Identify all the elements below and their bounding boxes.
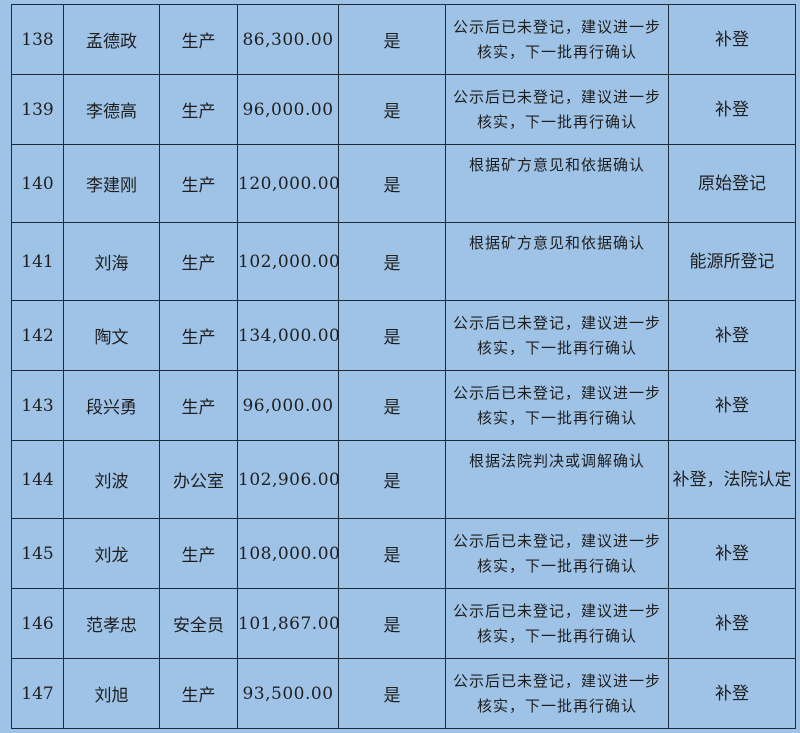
department-cell: 生产 [159,144,238,223]
department-cell: 生产 [159,370,238,441]
row-number-cell: 143 [11,370,64,441]
amount-cell: 134,000.00 [237,300,340,371]
row-number-cell: 147 [11,658,64,729]
note-cell: 根据法院判决或调解确认 [445,440,669,519]
note-cell: 公示后已未登记，建议进一步核实，下一批再行确认 [445,588,669,659]
confirmed-flag-cell: 是 [338,144,446,223]
note-cell: 公示后已未登记，建议进一步核实，下一批再行确认 [445,370,669,441]
person-name-cell: 刘波 [63,440,160,519]
department-cell: 办公室 [159,440,238,519]
department-cell: 生产 [159,518,238,589]
note-cell: 公示后已未登记，建议进一步核实，下一批再行确认 [445,4,669,75]
table-row: 141 刘海 生产 102,000.00 是根据矿方意见和依据确认 能源所登记 [11,222,796,301]
confirmed-flag-cell: 是 [338,300,446,371]
row-number-cell: 141 [11,222,64,301]
amount-cell: 101,867.00 [237,588,340,659]
table-row: 146 范孝忠 安全员 101,867.00 是公示后已未登记，建议进一步核实，下一批再… [11,588,796,659]
remark-cell: 能源所登记 [668,222,796,301]
row-number-cell: 145 [11,518,64,589]
department-cell: 安全员 [159,588,238,659]
note-cell: 公示后已未登记，建议进一步核实，下一批再行确认 [445,658,669,729]
person-name-cell: 陶文 [63,300,160,371]
row-number-cell: 144 [11,440,64,519]
amount-cell: 102,000.00 [237,222,340,301]
amount-cell: 102,906.00 [237,440,340,519]
remark-cell: 补登，法院认定 [668,440,796,519]
department-cell: 生产 [159,4,238,75]
row-number-cell: 138 [11,4,64,75]
row-number-cell: 140 [11,144,64,223]
confirmed-flag-cell: 是 [338,370,446,441]
table-row: 143 段兴勇 生产 96,000.00 是公示后已未登记，建议进一步核实，下一批再行确… [11,370,796,441]
department-cell: 生产 [159,222,238,301]
remark-cell: 补登 [668,588,796,659]
person-name-cell: 刘海 [63,222,160,301]
confirmed-flag-cell: 是 [338,588,446,659]
department-cell: 生产 [159,300,238,371]
row-number-cell: 139 [11,74,64,145]
table-row: 142 陶文 生产 134,000.00 是公示后已未登记，建议进一步核实，下一批再行确… [11,300,796,371]
confirmed-flag-cell: 是 [338,440,446,519]
person-name-cell: 李建刚 [63,144,160,223]
confirmed-flag-cell: 是 [338,4,446,75]
table-row: 138 孟德政 生产 86,300.00 是公示后已未登记，建议进一步核实，下一批再行确… [11,4,796,75]
note-cell: 公示后已未登记，建议进一步核实，下一批再行确认 [445,300,669,371]
department-cell: 生产 [159,74,238,145]
confirmed-flag-cell: 是 [338,658,446,729]
row-number-cell: 146 [11,588,64,659]
amount-cell: 96,000.00 [237,74,339,145]
confirmed-flag-cell: 是 [338,518,446,589]
remark-cell: 补登 [668,658,796,729]
amount-cell: 93,500.00 [237,658,339,729]
remark-cell: 补登 [668,300,796,371]
remark-cell: 补登 [668,518,796,589]
confirmed-flag-cell: 是 [338,222,446,301]
table-row: 140 李建刚 生产 120,000.00 是根据矿方意见和依据确认 原始登记 [11,144,796,223]
amount-cell: 96,000.00 [237,370,339,441]
note-cell: 根据矿方意见和依据确认 [445,222,669,301]
remark-cell: 补登 [668,74,796,145]
person-name-cell: 刘龙 [63,518,160,589]
person-name-cell: 范孝忠 [63,588,160,659]
amount-cell: 86,300.00 [237,4,339,75]
person-name-cell: 孟德政 [63,4,160,75]
amount-cell: 120,000.00 [237,144,340,223]
note-cell: 根据矿方意见和依据确认 [445,144,669,223]
person-name-cell: 刘旭 [63,658,160,729]
remark-cell: 补登 [668,4,796,75]
person-name-cell: 段兴勇 [63,370,160,441]
row-number-cell: 142 [11,300,64,371]
remark-cell: 补登 [668,370,796,441]
confirmed-flag-cell: 是 [338,74,446,145]
note-cell: 公示后已未登记，建议进一步核实，下一批再行确认 [445,518,669,589]
department-cell: 生产 [159,658,238,729]
note-cell: 公示后已未登记，建议进一步核实，下一批再行确认 [445,74,669,145]
person-name-cell: 李德高 [63,74,160,145]
table-row: 144 刘波 办公室 102,906.00 是根据法院判决或调解确认 补登，法院认定 [11,440,796,519]
amount-cell: 108,000.00 [237,518,340,589]
remark-cell: 原始登记 [668,144,796,223]
table-row: 147 刘旭 生产 93,500.00 是公示后已未登记，建议进一步核实，下一批再行确认… [11,658,796,729]
table-row: 145 刘龙 生产 108,000.00 是公示后已未登记，建议进一步核实，下一批再行确… [11,518,796,589]
registration-table: 138 孟德政 生产 86,300.00 是公示后已未登记，建议进一步核实，下一批再行确… [11,4,796,729]
table-row: 139 李德高 生产 96,000.00 是公示后已未登记，建议进一步核实，下一批再行确… [11,74,796,145]
